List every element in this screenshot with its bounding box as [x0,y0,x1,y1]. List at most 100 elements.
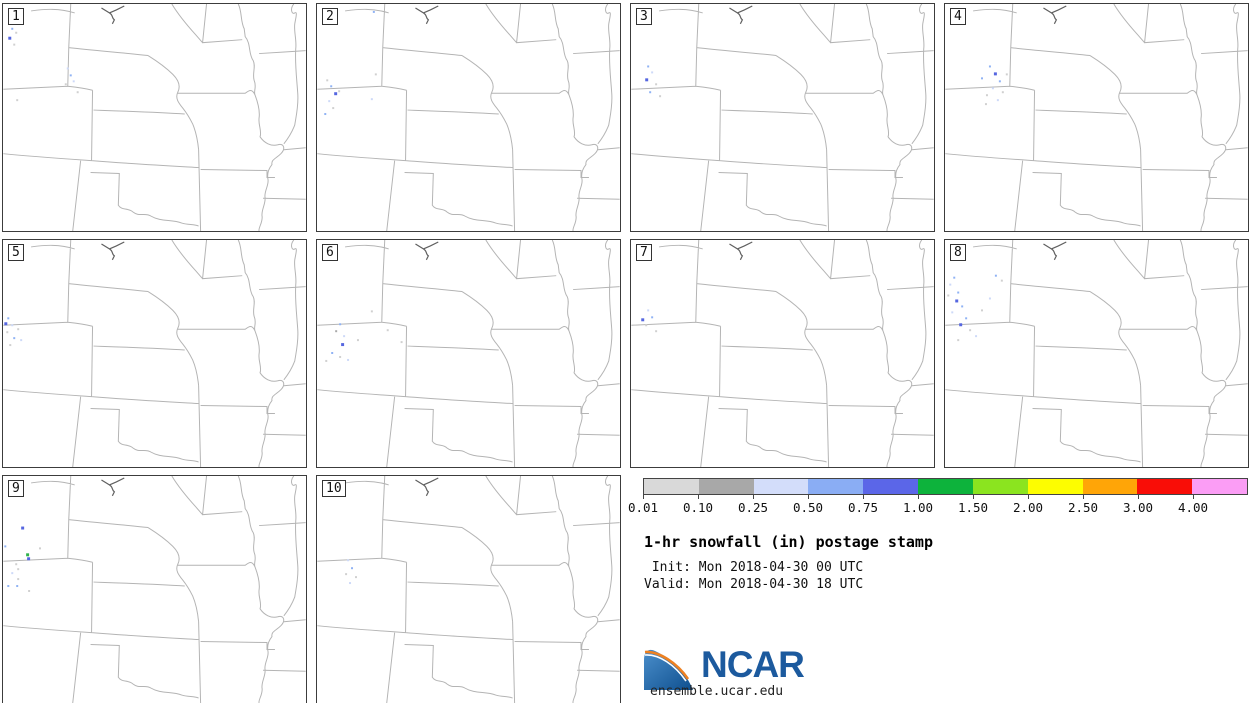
ncar-logo: NCAR [641,644,941,694]
colorbar-tick [698,495,699,499]
state-border-lines [3,240,306,467]
state-border-lines [3,4,306,231]
colorbar-tick-label: 0.25 [737,500,769,515]
init-time: Init: Mon 2018-04-30 00 UTC [644,560,864,575]
state-borders-map [317,4,620,231]
colorbar-tick [918,495,919,499]
panel-number-badge: 2 [322,8,338,25]
colorbar-segment [698,479,754,494]
snowfall-specks [981,65,1008,106]
snowfall-specks [641,309,658,333]
state-border-lines [631,4,934,231]
missouri-river-icon [1043,5,1067,25]
colorbar-segment [808,479,864,494]
site-url: ensemble.ucar.edu [650,684,784,699]
colorbar-tick-label: 0.50 [792,500,824,515]
state-border-lines [3,476,306,703]
state-borders-map [945,240,1248,467]
state-borders-map [631,4,934,231]
ncar-wordmark: NCAR [701,644,805,685]
snowfall-specks [947,274,1003,342]
colorbar-segment [644,479,699,494]
state-border-lines [945,240,1248,467]
map-panel-10: 10 [316,475,621,703]
panel-number-badge: 6 [322,244,338,261]
panel-number-badge: 8 [950,244,966,261]
colorbar: 0.01 0.10 0.25 0.50 0.75 1.00 1.50 2.00 2.50 3.00… [628,478,1248,518]
missouri-river-icon [415,477,439,497]
missouri-river-icon [415,5,439,25]
colorbar-tick-label: 3.00 [1122,500,1154,515]
colorbar-tick [1193,495,1194,499]
map-panel-5: 5 [2,239,307,468]
state-border-lines [631,240,934,467]
panel-number-badge: 3 [636,8,652,25]
colorbar-segment [918,479,973,494]
state-border-lines [945,4,1248,231]
missouri-river-icon [415,241,439,261]
colorbar-tick [1028,495,1029,499]
valid-time: Valid: Mon 2018-04-30 18 UTC [644,576,864,592]
colorbar-segment [1082,479,1138,494]
panel-number-badge: 10 [322,480,346,497]
colorbar-tick-label: 0.10 [682,500,714,515]
colorbar-segment [1137,479,1193,494]
colorbar-tick [808,495,809,499]
snowfall-specks [4,317,23,347]
state-borders-map [3,476,306,703]
colorbar-segment [1027,479,1083,494]
state-borders-map [3,240,306,467]
state-borders-map [945,4,1248,231]
panel-number-badge: 9 [8,480,24,497]
colorbar-tick-label: 1.00 [902,500,934,515]
plot-title: 1-hr snowfall (in) postage stamp [644,533,933,551]
colorbar-tick-label: 2.50 [1067,500,1099,515]
colorbar-tick-label: 1.50 [957,500,989,515]
colorbar-tick [643,495,644,499]
colorbar-tick-label: 4.00 [1177,500,1209,515]
panel-number-badge: 4 [950,8,966,25]
missouri-river-icon [729,241,753,261]
timestamp-block: Init: Mon 2018-04-30 00 UTC Valid: Mon 2… [644,560,863,593]
state-borders-map [317,240,620,467]
colorbar-tick-label: 0.01 [627,500,659,515]
map-panel-4: 4 [944,3,1249,232]
state-borders-map [317,476,620,703]
snowfall-specks [324,10,377,116]
colorbar-tick-label: 2.00 [1012,500,1044,515]
state-border-lines [317,4,620,231]
missouri-river-icon [101,241,125,261]
missouri-river-icon [1043,241,1067,261]
map-panel-6: 6 [316,239,621,468]
colorbar-tick [1083,495,1084,499]
panel-number-badge: 5 [8,244,24,261]
state-borders-map [3,4,306,231]
colorbar-tick [753,495,754,499]
map-panel-9: 9 [2,475,307,703]
panel-number-badge: 1 [8,8,24,25]
snowfall-specks [8,27,79,102]
snowfall-specks [345,559,357,585]
colorbar-segment [972,479,1028,494]
snowfall-specks [645,65,662,98]
map-panel-7: 7 [630,239,935,468]
colorbar-tick-label: 0.75 [847,500,879,515]
colorbar-segments [643,478,1248,495]
colorbar-tick [863,495,864,499]
panel-number-badge: 7 [636,244,652,261]
colorbar-tick [973,495,974,499]
state-border-lines [317,240,620,467]
colorbar-tick [1138,495,1139,499]
ncar-swoosh-icon [644,649,693,690]
state-border-lines [317,476,620,703]
state-borders-map [631,240,934,467]
map-panel-3: 3 [630,3,935,232]
map-panel-2: 2 [316,3,621,232]
missouri-river-icon [729,5,753,25]
missouri-river-icon [101,5,125,25]
snowfall-specks [4,526,41,592]
colorbar-segment [863,479,919,494]
map-panel-1: 1 [2,3,307,232]
snowfall-specks [325,310,403,362]
